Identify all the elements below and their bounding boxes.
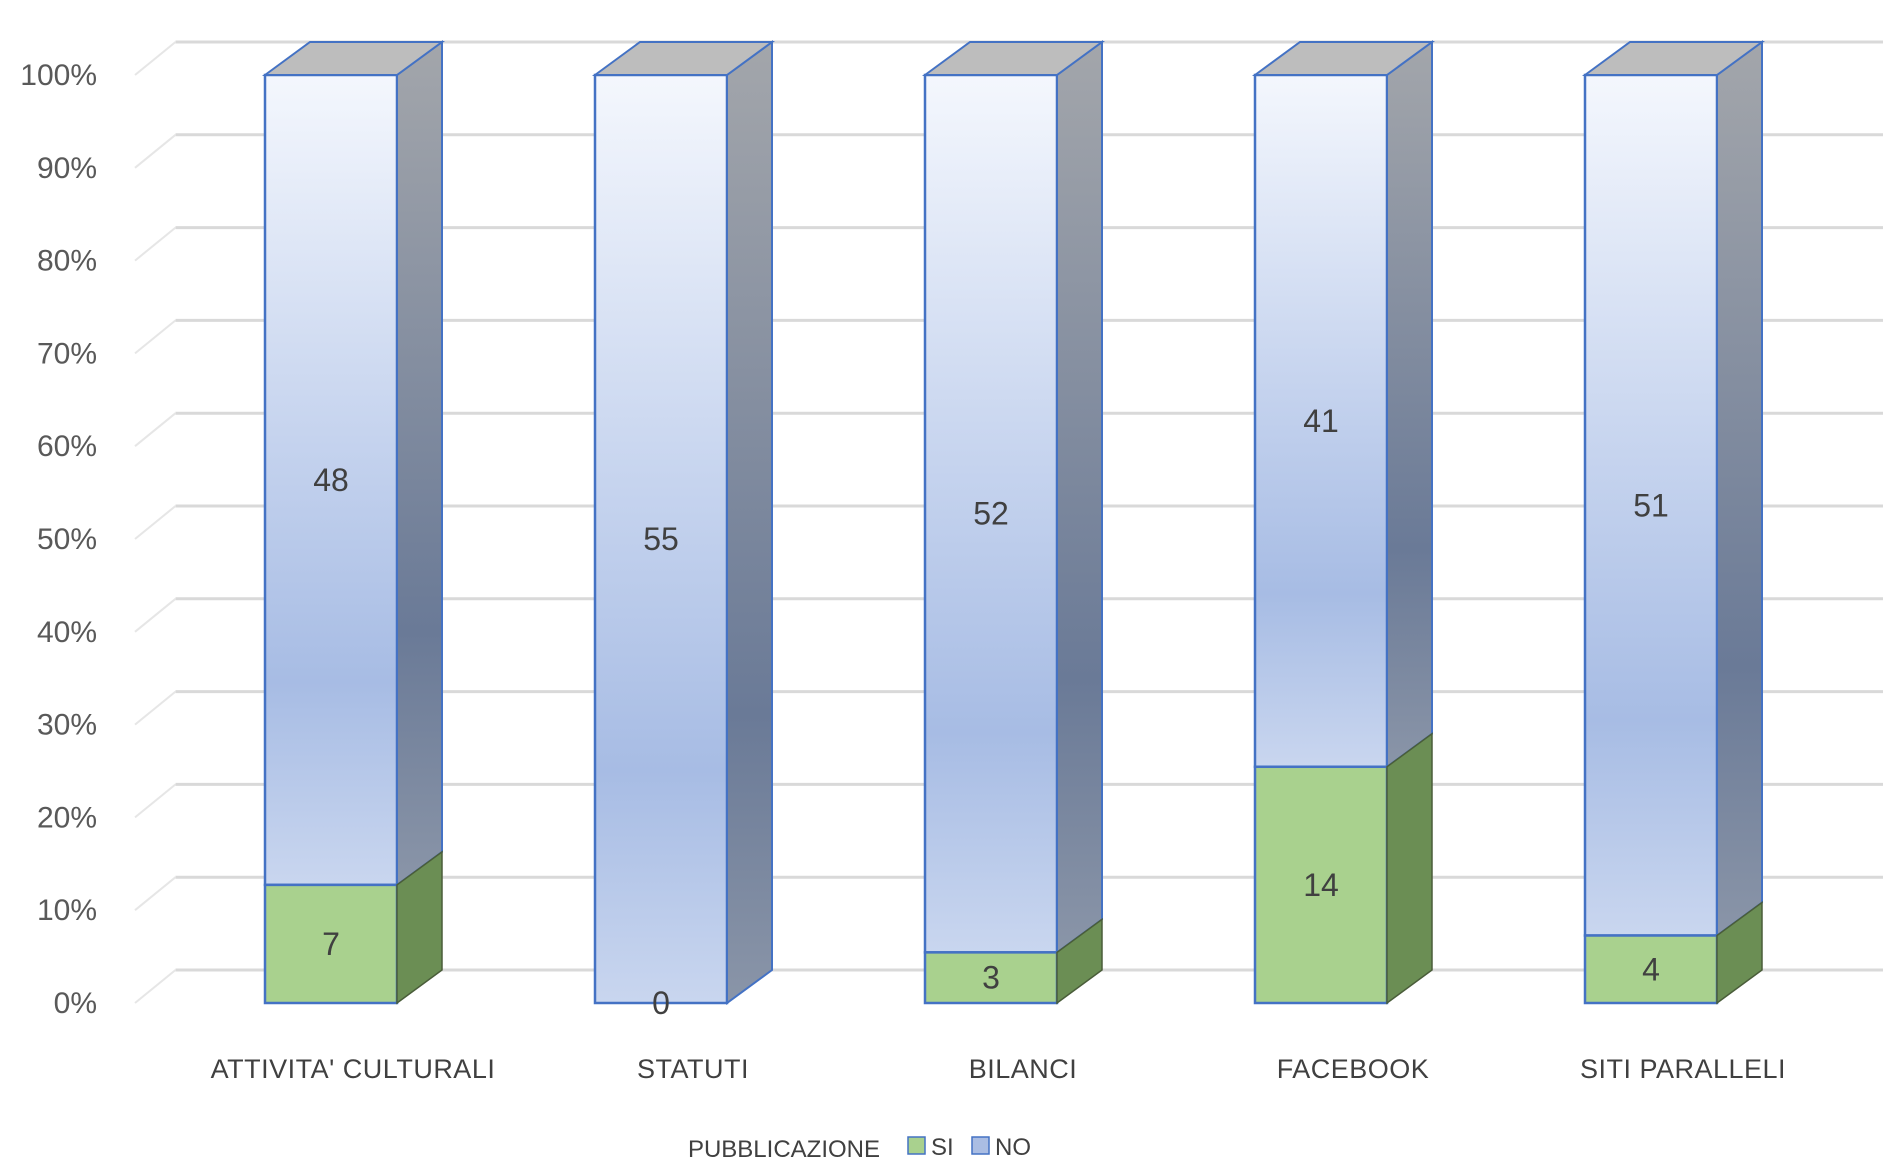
bar-si-front xyxy=(1253,765,1389,1005)
bars xyxy=(261,40,1766,1005)
gridline-depth xyxy=(134,226,177,262)
data-labels: 48 7 55 0 52 3 41 14 51 4 xyxy=(313,403,1669,1021)
gridline-depth xyxy=(134,505,177,540)
bar-si-side xyxy=(1716,901,1763,1005)
y-axis: 0% 10% 20% 30% 40% 50% 60% 70% 80% 90% 100% xyxy=(20,59,97,1020)
x-category-label: STATUTI xyxy=(637,1054,749,1084)
y-tick-label: 20% xyxy=(37,801,97,834)
legend-title: PUBBLICAZIONE xyxy=(688,1136,880,1161)
bar-no-side xyxy=(1056,40,1103,955)
gridline-depth xyxy=(134,783,177,819)
bar-stack xyxy=(921,40,1106,1005)
data-label-si: 4 xyxy=(1642,951,1660,987)
gridline-depth xyxy=(134,41,177,76)
bar-stack xyxy=(591,40,776,1005)
bar-no-top xyxy=(921,41,1106,76)
bar-no-front xyxy=(593,73,729,1005)
bar-no-top xyxy=(1251,41,1436,76)
legend-entry: NO xyxy=(995,1134,1031,1161)
data-label-no: 52 xyxy=(973,496,1009,532)
y-tick-label: 60% xyxy=(37,430,97,463)
y-tick-label: 0% xyxy=(54,987,97,1020)
bar-no-front xyxy=(1583,73,1719,937)
y-tick-label: 10% xyxy=(37,894,97,927)
data-label-si: 0 xyxy=(652,985,670,1021)
legend-swatch xyxy=(971,1136,990,1155)
bar-no-side xyxy=(1716,40,1763,938)
gridline-depth xyxy=(134,319,177,355)
y-tick-label: 40% xyxy=(37,616,97,649)
y-tick-label: 100% xyxy=(20,59,97,92)
data-label-no: 55 xyxy=(643,521,679,557)
gridline-depth xyxy=(134,598,177,633)
x-axis: ATTIVITA' CULTURALI STATUTI BILANCI FACEBOO… xyxy=(211,1054,1786,1084)
data-label-si: 3 xyxy=(982,960,1000,996)
bar-no-top xyxy=(261,41,446,76)
legend-entry: SI xyxy=(931,1134,954,1161)
bar-no-side xyxy=(726,40,773,1005)
data-label-si: 7 xyxy=(322,926,340,962)
gridline-depth xyxy=(134,690,177,726)
x-category-label: ATTIVITA' CULTURALI xyxy=(211,1054,496,1084)
y-tick-label: 70% xyxy=(37,337,97,370)
bar-stack xyxy=(1251,40,1436,1005)
bar-stack xyxy=(1581,40,1766,1005)
gridline-depth xyxy=(134,876,177,911)
bar-no-side xyxy=(396,40,443,887)
x-category-label: BILANCI xyxy=(969,1054,1078,1084)
bar-si-side xyxy=(396,850,443,1005)
y-tick-label: 50% xyxy=(37,523,97,556)
gridline-depth xyxy=(134,969,177,1004)
y-tick-label: 30% xyxy=(37,709,97,742)
x-category-label: SITI PARALLELI xyxy=(1580,1054,1786,1084)
legend-swatch xyxy=(907,1136,926,1155)
bar-stack xyxy=(261,40,446,1005)
bar-si-side xyxy=(1386,732,1433,1005)
data-label-no: 48 xyxy=(313,462,349,498)
bar-no-side xyxy=(1386,40,1433,769)
bar-si-front xyxy=(1583,934,1719,1005)
data-label-no: 51 xyxy=(1633,487,1669,523)
legend: PUBBLICAZIONE SI NO xyxy=(688,1134,1031,1163)
data-label-no: 41 xyxy=(1303,403,1339,439)
gridline-depth xyxy=(134,412,177,447)
bar-no-top xyxy=(591,41,776,76)
y-tick-label: 80% xyxy=(37,245,97,278)
bar-si-side xyxy=(1056,917,1103,1005)
y-tick-label: 90% xyxy=(37,152,97,185)
x-category-label: FACEBOOK xyxy=(1277,1054,1430,1084)
bar-no-top xyxy=(1581,41,1766,76)
gridline-depth xyxy=(134,134,177,169)
data-label-si: 14 xyxy=(1303,867,1339,903)
